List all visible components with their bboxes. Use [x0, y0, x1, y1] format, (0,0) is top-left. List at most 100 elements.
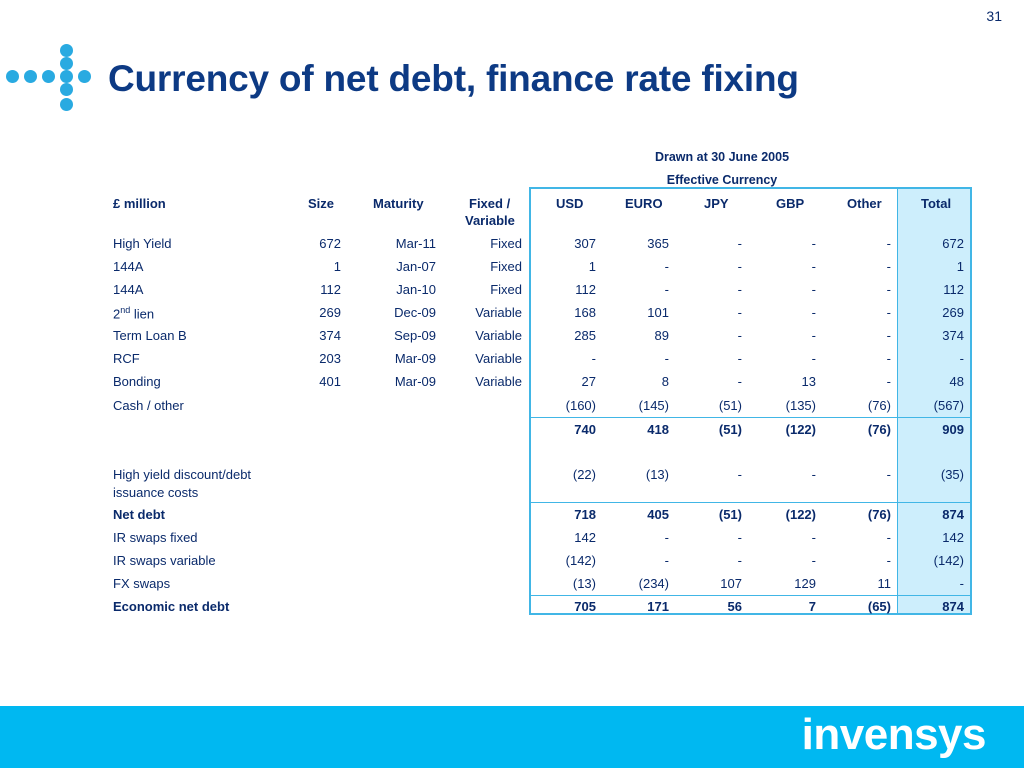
- cell-size: 672: [319, 236, 341, 251]
- cell-jpy: -: [737, 282, 742, 297]
- cell-type: Fixed: [490, 236, 522, 251]
- cell-jpy: -: [737, 305, 742, 320]
- cell-maturity: Mar-09: [394, 351, 436, 366]
- cell-euro: (145): [638, 398, 669, 413]
- cell-gbp: (122): [785, 422, 816, 437]
- row-label: 144A: [113, 259, 144, 274]
- cell-other: (76): [867, 422, 891, 437]
- cell-maturity: Mar-09: [394, 374, 436, 389]
- cell-other: -: [886, 282, 891, 297]
- cell-gbp: 13: [801, 374, 816, 389]
- cell-other: -: [886, 328, 891, 343]
- cell-other: -: [886, 351, 891, 366]
- col-header-variable: Variable: [465, 213, 515, 228]
- cell-total: (35): [940, 467, 964, 482]
- economic-rule: [531, 595, 970, 596]
- cell-total: 142: [942, 530, 964, 545]
- row-label: FX swaps: [113, 576, 171, 591]
- row-label: High Yield: [113, 236, 172, 251]
- cell-usd: (142): [565, 553, 596, 568]
- cell-euro: 101: [647, 305, 669, 320]
- col-header-usd: USD: [556, 196, 584, 211]
- cell-gbp: -: [811, 305, 816, 320]
- cell-usd: -: [591, 351, 596, 366]
- cell-usd: 27: [581, 374, 596, 389]
- cell-usd: (160): [565, 398, 596, 413]
- cell-usd: 307: [574, 236, 596, 251]
- col-header-other: Other: [847, 196, 882, 211]
- cell-total: 672: [942, 236, 964, 251]
- cell-gbp: 129: [794, 576, 816, 591]
- cell-jpy: -: [737, 328, 742, 343]
- cell-euro: 405: [647, 507, 669, 522]
- cell-size: 374: [319, 328, 341, 343]
- cell-maturity: Mar-11: [395, 236, 436, 251]
- cell-jpy: -: [737, 553, 742, 568]
- cell-gbp: -: [811, 282, 816, 297]
- cell-other: -: [886, 236, 891, 251]
- cell-euro: 365: [647, 236, 669, 251]
- cell-size: 269: [319, 305, 341, 320]
- col-header-label: £ million: [113, 196, 166, 211]
- row-label: Term Loan B: [113, 328, 187, 343]
- col-header-maturity: Maturity: [373, 196, 424, 211]
- cell-type: Variable: [475, 374, 522, 389]
- cell-size: 203: [319, 351, 341, 366]
- currency-box: [529, 187, 972, 615]
- cell-other: -: [886, 530, 891, 545]
- cell-usd: 168: [574, 305, 596, 320]
- row-label: IR swaps fixed: [113, 530, 198, 545]
- cell-type: Fixed: [490, 282, 522, 297]
- row-label: Cash / other: [113, 398, 184, 413]
- cell-total: 1: [956, 259, 964, 274]
- cell-jpy: (51): [718, 422, 742, 437]
- footer-bar: [0, 706, 1024, 768]
- cell-total: 874: [942, 599, 964, 614]
- page-title: Currency of net debt, finance rate fixin…: [108, 58, 799, 99]
- cell-usd: 112: [575, 282, 596, 297]
- cell-total: 374: [942, 328, 964, 343]
- cell-gbp: 7: [808, 599, 816, 614]
- cell-other: -: [886, 553, 891, 568]
- cell-euro: -: [664, 259, 669, 274]
- cell-total: 48: [949, 374, 964, 389]
- cell-other: -: [886, 374, 891, 389]
- cell-euro: 418: [647, 422, 669, 437]
- effective-currency-header: Effective Currency: [666, 173, 778, 187]
- cell-size: 401: [319, 374, 341, 389]
- row-label: Net debt: [113, 507, 165, 522]
- cell-usd: 718: [574, 507, 596, 522]
- cell-other: (76): [867, 507, 891, 522]
- cell-total: -: [959, 576, 964, 591]
- cell-gbp: -: [811, 553, 816, 568]
- cell-total: 112: [943, 282, 964, 297]
- cell-euro: -: [664, 351, 669, 366]
- cell-euro: 89: [654, 328, 669, 343]
- cell-usd: 705: [574, 599, 596, 614]
- cell-jpy: -: [737, 236, 742, 251]
- cell-euro: 171: [647, 599, 669, 614]
- cell-gbp: -: [811, 236, 816, 251]
- cell-total: 909: [942, 422, 964, 437]
- cell-usd: 740: [574, 422, 596, 437]
- page-number: 31: [986, 8, 1002, 24]
- cell-jpy: -: [737, 530, 742, 545]
- cell-gbp: -: [811, 467, 816, 482]
- cell-gbp: (122): [785, 507, 816, 522]
- row-label: Bonding: [113, 374, 161, 389]
- cell-jpy: (51): [718, 398, 742, 413]
- total-column-highlight: [898, 189, 970, 613]
- col-header-fixed: Fixed /: [469, 196, 511, 211]
- cell-gbp: -: [811, 351, 816, 366]
- cell-type: Variable: [475, 328, 522, 343]
- row-label: RCF: [113, 351, 140, 366]
- cell-gbp: -: [811, 328, 816, 343]
- col-header-euro: EURO: [625, 196, 663, 211]
- cell-jpy: -: [737, 374, 742, 389]
- row-label: 144A: [113, 282, 144, 297]
- cell-other: -: [886, 259, 891, 274]
- cell-type: Variable: [475, 351, 522, 366]
- cell-other: -: [886, 305, 891, 320]
- cell-total: (567): [933, 398, 964, 413]
- row-label-cont: issuance costs: [113, 485, 199, 500]
